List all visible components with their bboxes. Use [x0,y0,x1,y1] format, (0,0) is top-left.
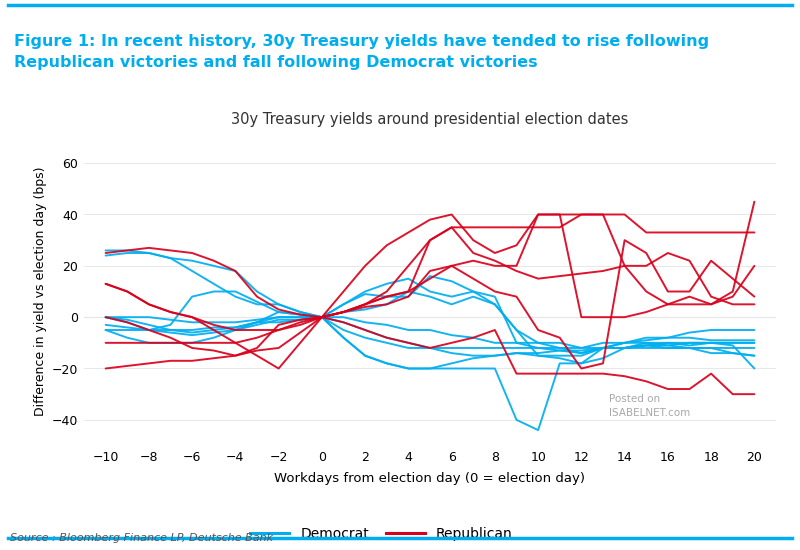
Text: Source : Bloomberg Finance LP, Deutsche Bank: Source : Bloomberg Finance LP, Deutsche … [10,534,273,543]
X-axis label: Workdays from election day (0 = election day): Workdays from election day (0 = election… [274,472,586,486]
Title: 30y Treasury yields around presidential election dates: 30y Treasury yields around presidential … [231,112,629,126]
Y-axis label: Difference in yield vs election day (bps): Difference in yield vs election day (bps… [34,167,46,416]
Text: Posted on
ISABELNET.com: Posted on ISABELNET.com [610,394,690,418]
Legend: Democrat, Republican: Democrat, Republican [245,521,518,546]
Text: Figure 1: In recent history, 30y Treasury yields have tended to rise following
R: Figure 1: In recent history, 30y Treasur… [14,34,710,70]
